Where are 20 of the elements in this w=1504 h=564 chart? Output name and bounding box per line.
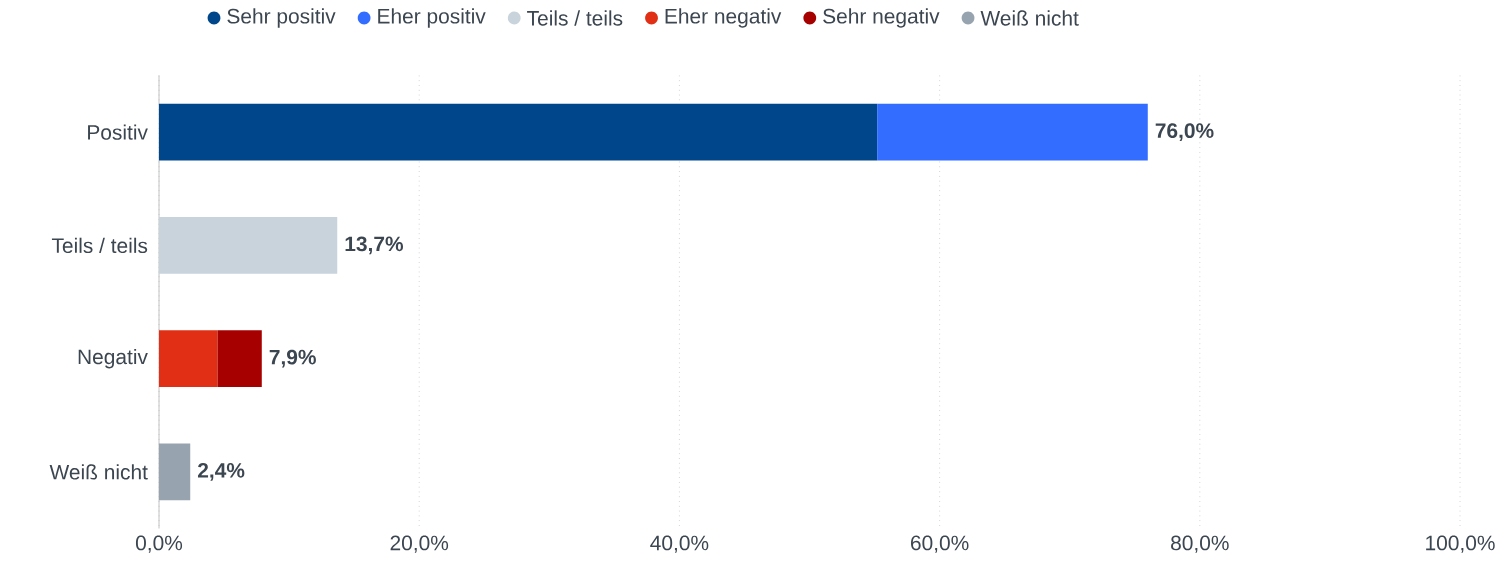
legend-label: Teils / teils	[527, 10, 623, 26]
x-tick-label: 0,0%	[135, 535, 183, 553]
x-tick-label: 100,0%	[1426, 535, 1495, 553]
y-tick-label: Teils / teils	[51, 237, 148, 254]
legend-label: Weiß nicht	[980, 10, 1079, 26]
total-label: 13,7%	[345, 236, 404, 255]
legend-label: Sehr negativ	[823, 8, 940, 28]
legend-label: Eher positiv	[378, 8, 486, 28]
total-label: 76,0%	[1155, 123, 1214, 142]
y-tick-label: Negativ	[78, 348, 148, 369]
total-label: 7,9%	[269, 349, 316, 368]
x-tick-label: 80,0%	[1171, 535, 1229, 553]
legend-label: Eher negativ	[665, 8, 782, 28]
total-label: 2,4%	[197, 462, 245, 481]
y-tick-label: Positiv	[88, 124, 148, 140]
x-tick-label: 40,0%	[650, 535, 709, 553]
x-tick-label: 60,0%	[911, 535, 969, 553]
legend-label: Sehr positiv	[227, 8, 336, 28]
x-tick-label: 20,0%	[390, 535, 449, 553]
y-tick-label: Weiß nicht	[49, 464, 148, 480]
